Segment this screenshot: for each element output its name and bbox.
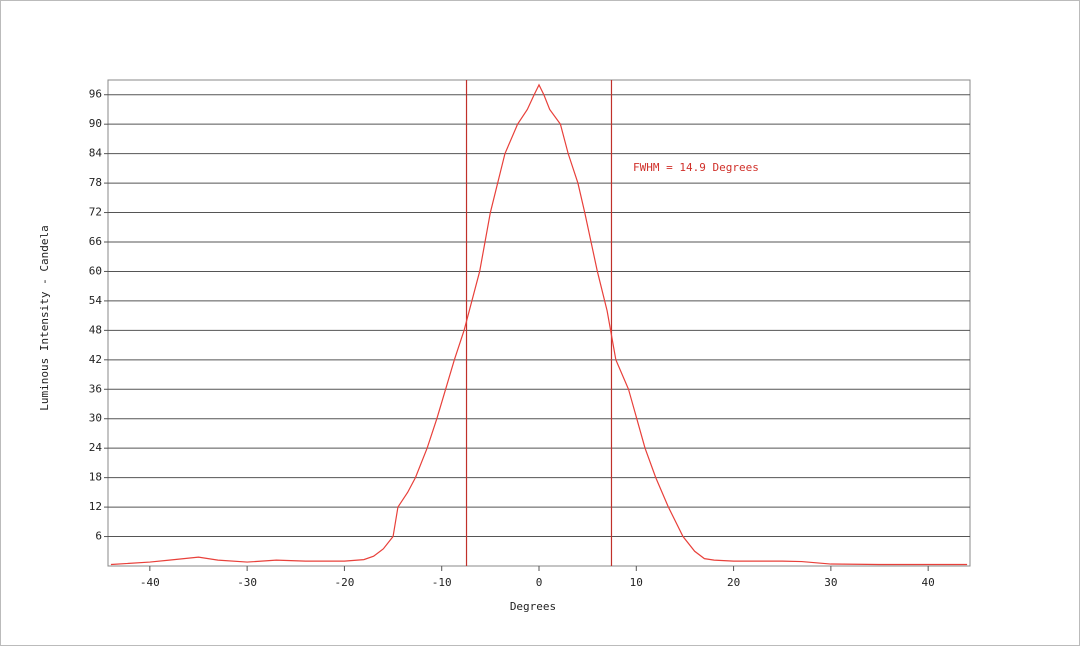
y-axis-label: Luminous Intensity - Candela [38,225,51,410]
x-tick-label: 20 [727,576,740,589]
x-tick-label: 10 [630,576,643,589]
x-tick-label: 30 [824,576,837,589]
y-tick-label: 72 [89,206,102,219]
y-tick-label: 48 [89,323,102,336]
y-tick-label: 24 [89,441,103,454]
y-tick-label: 60 [89,264,102,277]
y-tick-label: 6 [95,530,102,543]
y-tick-label: 12 [89,500,102,513]
y-tick-label: 18 [89,471,102,484]
x-tick-label: 40 [922,576,935,589]
y-tick-label: 90 [89,117,102,130]
y-tick-label: 42 [89,353,102,366]
x-tick-label: 0 [536,576,543,589]
y-tick-label: 84 [89,147,103,160]
y-tick-label: 30 [89,412,102,425]
y-tick-label: 36 [89,382,102,395]
x-tick-label: -20 [334,576,354,589]
annotation: FWHM = 14.9 Degrees [633,161,759,174]
x-axis-label: Degrees [510,600,556,613]
y-tick-label: 78 [89,176,102,189]
intensity-curve [110,83,968,566]
y-tick-label: 66 [89,235,102,248]
x-tick-label: -30 [237,576,257,589]
y-tick-label: 96 [89,88,102,101]
x-tick-label: -10 [432,576,452,589]
y-tick-label: 54 [89,294,103,307]
x-tick-label: -40 [140,576,160,589]
